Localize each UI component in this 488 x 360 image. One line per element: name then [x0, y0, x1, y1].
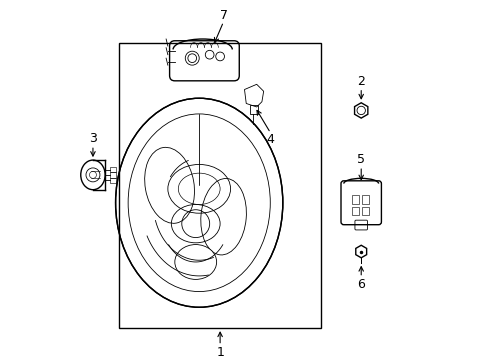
Text: 2: 2 — [357, 75, 365, 88]
Text: 4: 4 — [266, 133, 274, 146]
Text: 3: 3 — [89, 132, 97, 145]
Ellipse shape — [175, 244, 216, 279]
Bar — [110, 172, 115, 178]
Ellipse shape — [201, 179, 246, 255]
Text: 7: 7 — [219, 9, 227, 22]
Text: 1: 1 — [216, 346, 224, 359]
Bar — [362, 207, 368, 215]
Bar — [362, 195, 368, 204]
Bar — [119, 42, 321, 328]
Bar — [110, 167, 115, 172]
Bar — [352, 207, 359, 215]
Bar — [352, 195, 359, 204]
Text: 6: 6 — [357, 278, 365, 291]
Text: 5: 5 — [356, 153, 365, 166]
Ellipse shape — [144, 147, 194, 223]
Bar — [110, 178, 115, 183]
Bar — [249, 105, 258, 114]
